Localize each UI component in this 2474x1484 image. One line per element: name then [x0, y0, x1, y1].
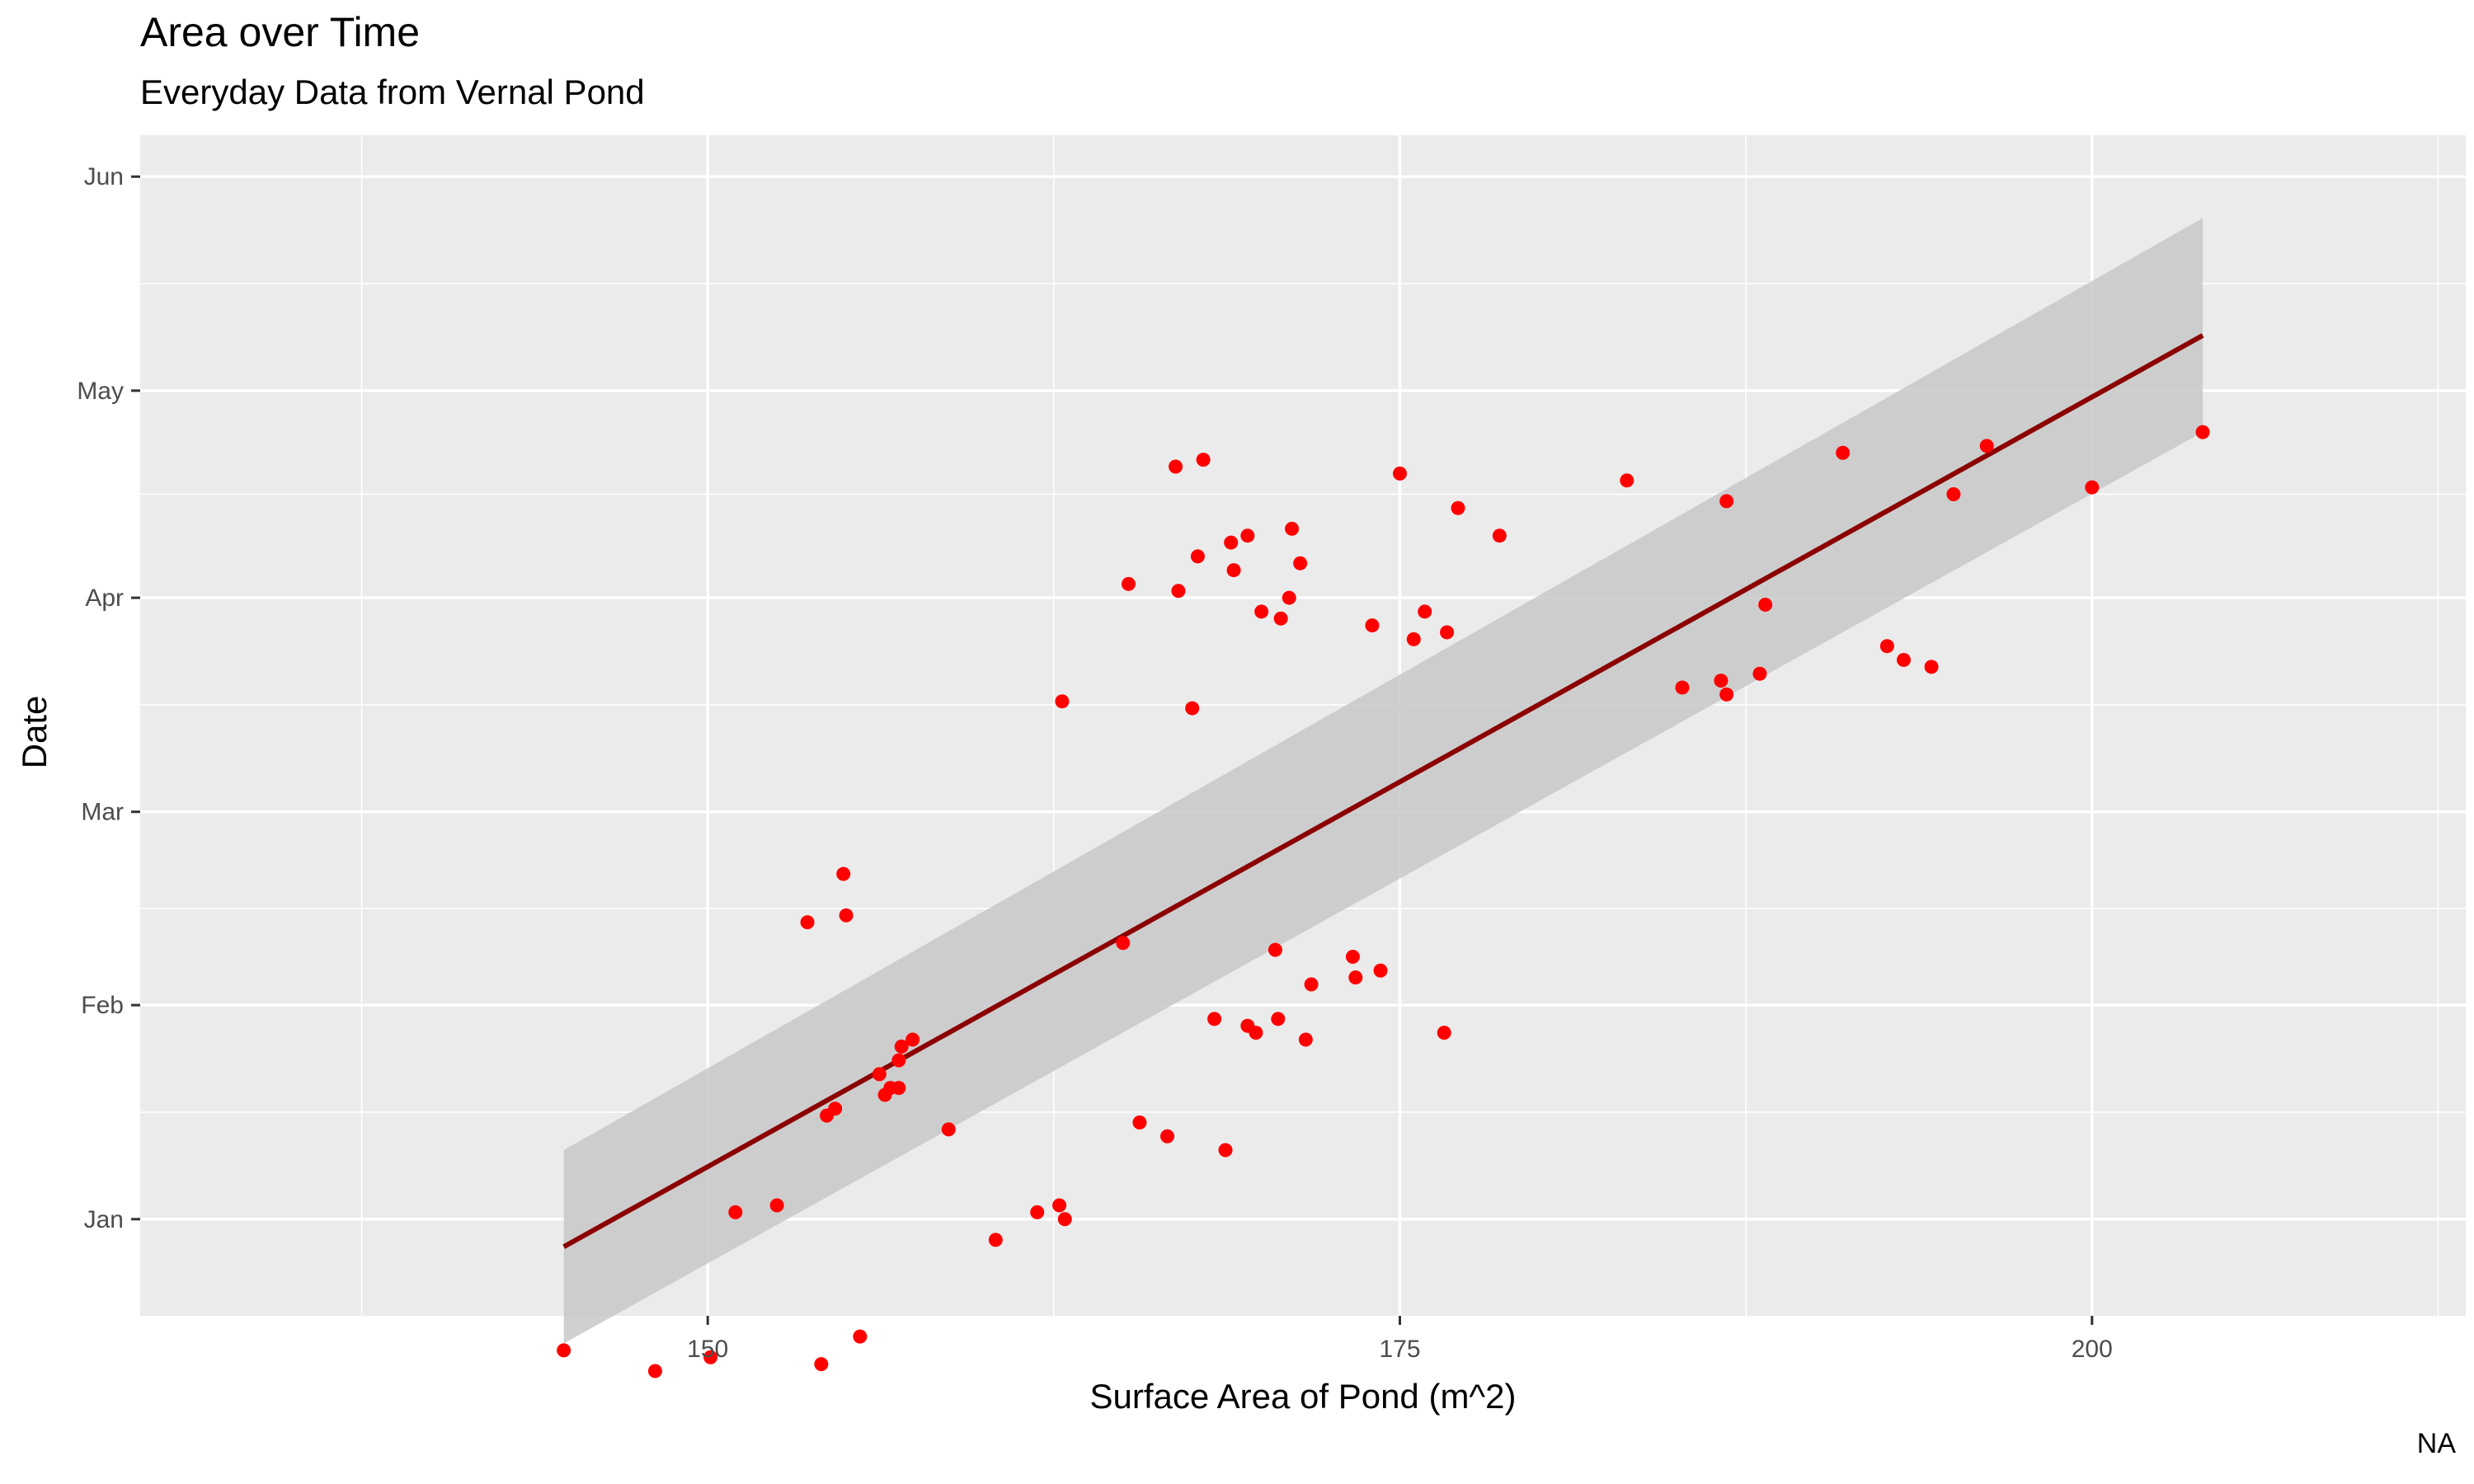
trend-line: [562, 333, 2204, 1249]
data-point: [891, 1081, 906, 1096]
data-point: [1218, 1143, 1233, 1158]
data-point: [828, 1101, 843, 1116]
data-point: [891, 1053, 906, 1068]
data-point: [836, 866, 851, 881]
data-point: [1758, 597, 1773, 612]
data-point: [894, 1039, 909, 1054]
chart-title: Area over Time: [140, 9, 421, 55]
data-point: [1273, 611, 1288, 626]
y-axis-title: Date: [15, 696, 54, 769]
data-point: [1226, 563, 1241, 578]
data-point: [1620, 473, 1634, 488]
x-axis-title: Surface Area of Pond (m^2): [1090, 1377, 1517, 1416]
data-point: [2195, 425, 2210, 439]
y-axis: Jan Feb Mar Apr May Jun: [77, 163, 140, 1233]
data-point: [1719, 687, 1734, 702]
data-point: [1492, 528, 1507, 543]
data-point: [1057, 1212, 1072, 1227]
data-point: [1169, 459, 1183, 474]
x-axis: 150 175 200: [687, 1316, 2113, 1363]
data-point: [703, 1350, 718, 1364]
data-point: [1345, 950, 1360, 965]
x-tick-label: 150: [687, 1336, 728, 1363]
data-point: [1714, 674, 1729, 688]
data-point: [1052, 1198, 1067, 1213]
data-point: [1190, 549, 1205, 564]
data-point: [1365, 618, 1380, 633]
data-point: [1836, 445, 1851, 460]
data-point: [647, 1364, 662, 1378]
data-point: [872, 1067, 887, 1082]
confidence-band: [563, 218, 2204, 1344]
data-point: [1675, 680, 1690, 695]
data-point: [1268, 942, 1282, 957]
data-point: [1285, 521, 1300, 536]
data-point: [1440, 625, 1455, 640]
data-point: [1879, 639, 1894, 654]
data-point: [1897, 652, 1911, 667]
data-point: [769, 1198, 784, 1213]
data-point: [1373, 963, 1388, 978]
data-point: [853, 1329, 868, 1344]
chart-caption: NA: [2416, 1428, 2456, 1459]
data-point: [1196, 453, 1211, 467]
data-point: [1282, 590, 1296, 605]
data-point: [800, 915, 815, 930]
data-point: [1122, 576, 1136, 591]
data-point: [1185, 701, 1200, 716]
data-point: [1924, 660, 1939, 674]
data-point: [1055, 694, 1070, 709]
data-point: [728, 1205, 743, 1219]
y-tick-label: Jan: [84, 1206, 124, 1233]
data-point: [1298, 1032, 1313, 1047]
data-point: [1249, 1026, 1263, 1040]
data-point: [1254, 604, 1269, 619]
data-point: [1418, 604, 1432, 619]
data-point: [1271, 1012, 1286, 1026]
data-point: [1304, 977, 1319, 992]
data-point: [1719, 494, 1734, 509]
data-point: [1116, 936, 1131, 951]
data-point: [1406, 632, 1421, 646]
data-point: [941, 1122, 956, 1137]
data-point: [1752, 666, 1767, 681]
data-point: [839, 908, 854, 923]
data-point: [1240, 528, 1255, 543]
data-point: [1946, 486, 1961, 501]
y-tick-label: Feb: [81, 992, 124, 1019]
minor-gridlines: [140, 135, 2466, 1316]
x-tick-label: 175: [1379, 1336, 1420, 1363]
data-point: [2085, 480, 2100, 495]
y-tick-label: May: [77, 378, 124, 405]
data-point: [1451, 500, 1465, 515]
y-tick-label: Jun: [84, 163, 124, 190]
data-point: [1030, 1205, 1045, 1219]
data-point: [1293, 556, 1308, 571]
x-tick-label: 200: [2072, 1336, 2113, 1363]
chart-subtitle: Everyday Data from Vernal Pond: [140, 73, 645, 111]
data-point: [905, 1032, 920, 1047]
data-point: [1171, 584, 1186, 599]
data-point: [988, 1233, 1003, 1247]
data-point: [1979, 439, 1994, 453]
data-point: [814, 1357, 829, 1372]
data-point: [1207, 1012, 1222, 1026]
data-point: [1437, 1026, 1451, 1040]
data-point: [1224, 535, 1239, 550]
data-point: [557, 1343, 571, 1358]
major-gridlines: [140, 135, 2466, 1316]
data-points: [557, 425, 2210, 1378]
y-tick-label: Mar: [81, 799, 124, 826]
data-point: [1393, 466, 1407, 481]
data-point: [1160, 1129, 1174, 1144]
data-point: [1348, 970, 1363, 985]
data-point: [1132, 1115, 1147, 1130]
y-tick-label: Apr: [85, 585, 124, 612]
